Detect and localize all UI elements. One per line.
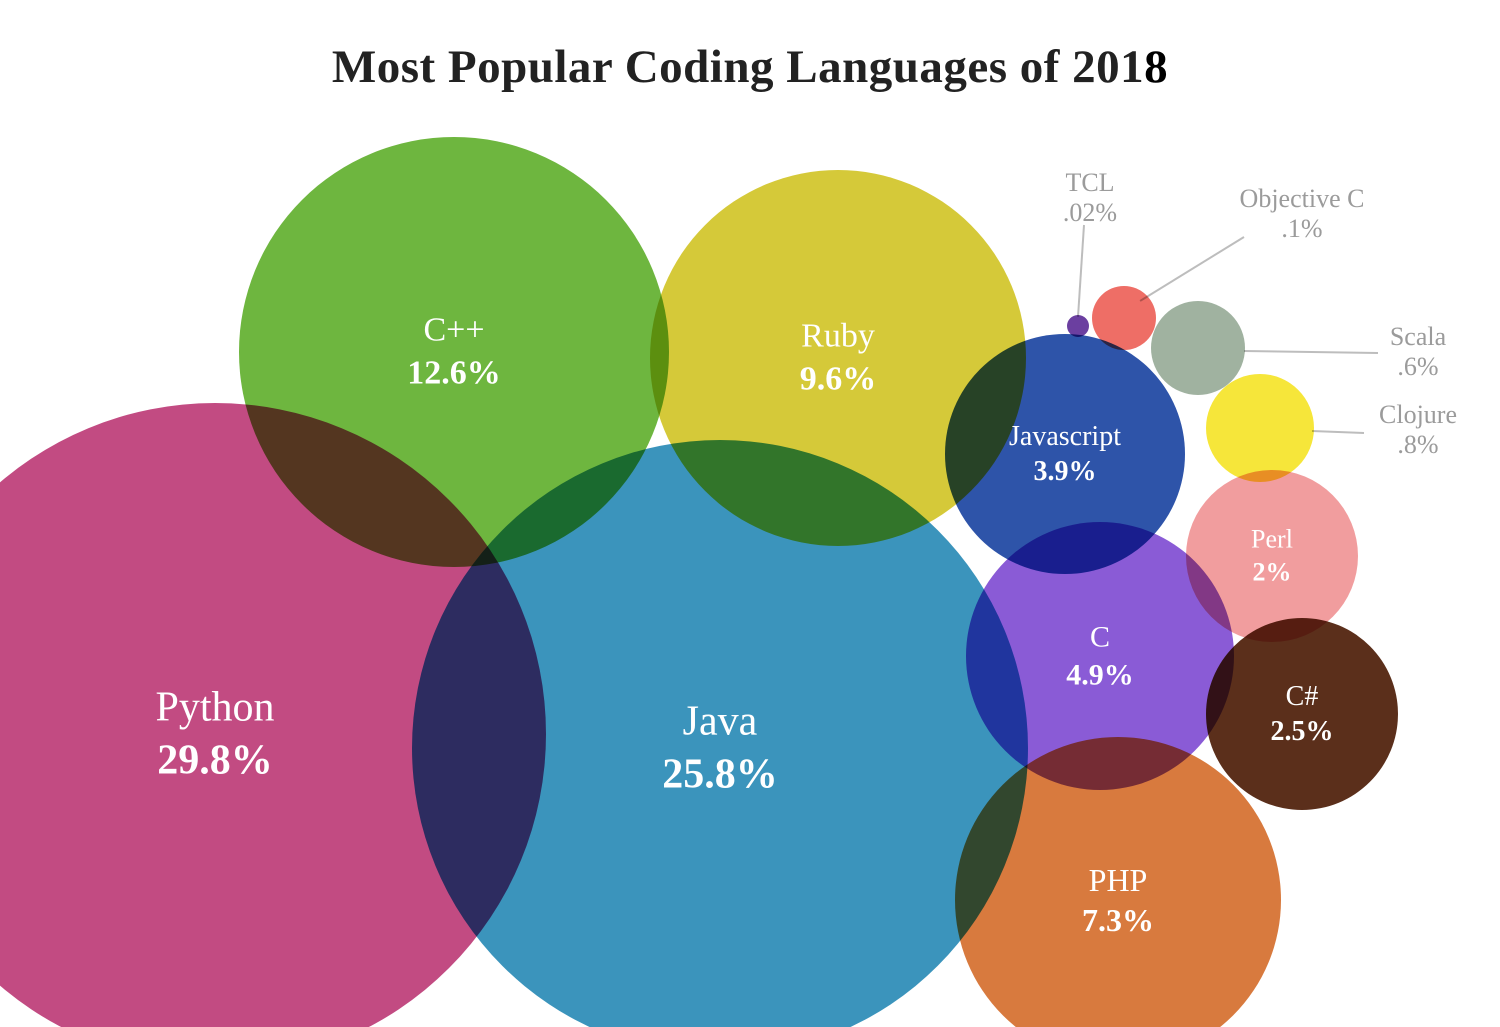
- chart-title: Most Popular Coding Languages of 2018: [0, 40, 1500, 94]
- bubble-tcl: [1067, 315, 1089, 337]
- bubble-javascript: [945, 334, 1185, 574]
- callout-value-objc: .1%: [1240, 214, 1365, 244]
- callout-value-clojure: .8%: [1379, 430, 1457, 460]
- callout-label-objc: Objective C.1%: [1240, 184, 1365, 244]
- callout-label-scala: Scala.6%: [1390, 322, 1446, 382]
- callout-value-scala: .6%: [1390, 352, 1446, 382]
- bubble-scala: [1151, 301, 1245, 395]
- bubble-clojure: [1206, 374, 1314, 482]
- callout-name-scala: Scala: [1390, 322, 1446, 352]
- bubble-objc: [1092, 286, 1156, 350]
- bubble-csharp: [1206, 618, 1398, 810]
- callout-name-objc: Objective C: [1240, 184, 1365, 214]
- chart-stage: Most Popular Coding Languages of 2018 Py…: [0, 0, 1500, 1027]
- callout-line-clojure: [1312, 430, 1364, 434]
- callout-value-tcl: .02%: [1063, 198, 1117, 228]
- callout-label-clojure: Clojure.8%: [1379, 400, 1457, 460]
- callout-name-clojure: Clojure: [1379, 400, 1457, 430]
- callout-line-scala: [1244, 350, 1378, 354]
- bubble-cpp: [239, 137, 669, 567]
- callout-line-tcl: [1077, 225, 1085, 317]
- callout-name-tcl: TCL: [1063, 168, 1117, 198]
- callout-line-objc: [1139, 236, 1244, 302]
- callout-label-tcl: TCL.02%: [1063, 168, 1117, 228]
